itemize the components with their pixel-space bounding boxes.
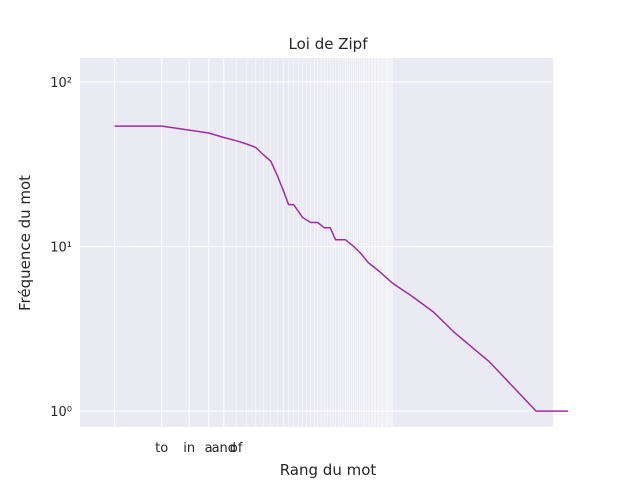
x-tick-label: and [212, 441, 236, 456]
x-axis-label: Rang du mot [280, 461, 377, 479]
y-tick-labels: 10⁰ 10¹ 10² [50, 76, 72, 420]
series-line [114, 125, 568, 412]
y-tick-label: 10¹ [50, 241, 72, 256]
x-tick-label: a [205, 441, 213, 456]
x-grid-dense-block [553, 58, 576, 427]
x-tick-label: to [155, 441, 168, 456]
y-axis-label: Fréquence du mot [16, 175, 34, 311]
x-tick-label: in [183, 441, 195, 456]
y-tick-label: 10⁰ [50, 405, 72, 420]
x-grid [114, 58, 576, 427]
y-grid [80, 81, 576, 412]
x-tick-label: of [230, 441, 243, 456]
chart-title: Loi de Zipf [289, 35, 369, 53]
y-tick-label: 10² [50, 76, 72, 91]
plot-background [80, 58, 576, 427]
